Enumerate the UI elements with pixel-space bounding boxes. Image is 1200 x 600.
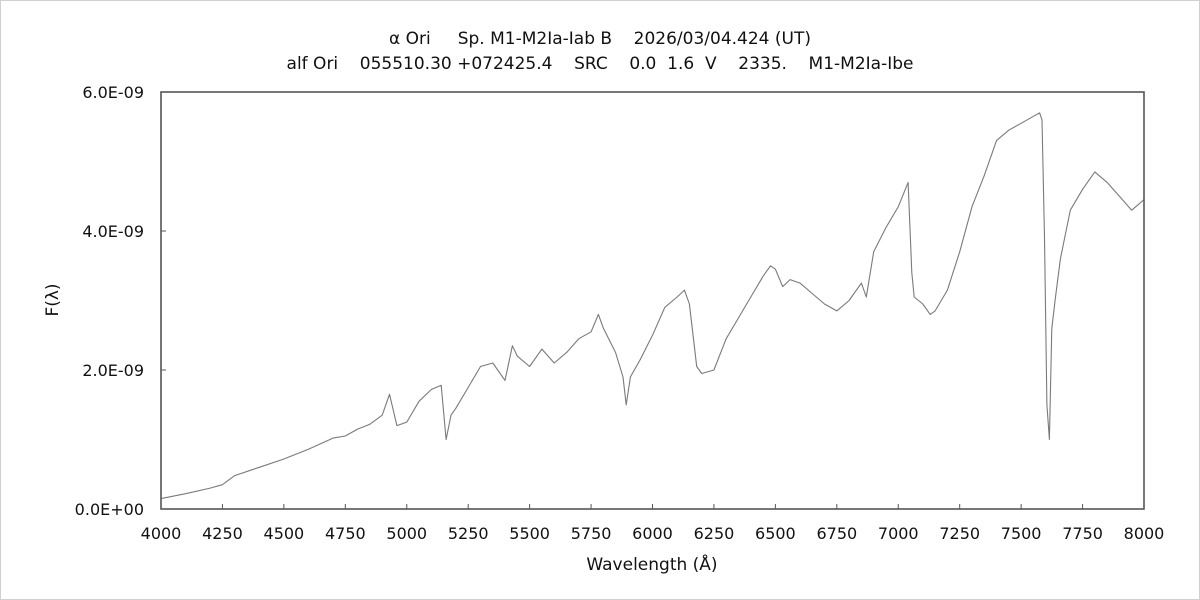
x-tick-label: 5250 — [448, 524, 489, 543]
y-tick-label: 2.0E-09 — [82, 361, 144, 380]
y-axis: 0.0E+00 2.0E-09 4.0E-09 6.0E-09 — [75, 83, 166, 519]
x-tick-label: 7000 — [878, 524, 919, 543]
series-layer — [160, 112, 1145, 500]
chart-title-line-2: alf Ori 055510.30 +072425.4 SRC 0.0 1.6 … — [286, 54, 914, 74]
x-tick-label: 6250 — [694, 524, 735, 543]
x-tick-label: 7750 — [1062, 524, 1103, 543]
x-tick-label: 5000 — [386, 524, 427, 543]
spectrum-line — [160, 112, 1145, 500]
chart-title-line-1: α Ori Sp. M1-M2Ia-Iab B 2026/03/04.424 (… — [388, 29, 811, 49]
y-tick-label: 6.0E-09 — [82, 83, 144, 102]
x-tick-label: 5750 — [571, 524, 612, 543]
x-tick-label: 4500 — [264, 524, 305, 543]
x-tick-label: 4250 — [202, 524, 243, 543]
y-tick-label: 4.0E-09 — [82, 222, 144, 241]
x-tick-label: 4750 — [325, 524, 366, 543]
x-tick-label: 6750 — [816, 524, 857, 543]
x-tick-label: 4000 — [141, 524, 182, 543]
plot-area — [160, 91, 1145, 510]
x-axis-label: Wavelength (Å) — [586, 553, 717, 575]
x-tick-label: 8000 — [1124, 524, 1165, 543]
y-axis-label: F(λ) — [43, 283, 63, 316]
x-tick-label: 6000 — [632, 524, 673, 543]
x-axis: 4000 4250 4500 4750 5000 5250 5500 5750 6000 6250… — [141, 504, 1165, 543]
x-tick-label: 7500 — [1001, 524, 1042, 543]
x-tick-label: 7250 — [939, 524, 980, 543]
x-tick-label: 5500 — [509, 524, 550, 543]
y-tick-label: 0.0E+00 — [75, 500, 144, 519]
x-tick-label: 6500 — [755, 524, 796, 543]
